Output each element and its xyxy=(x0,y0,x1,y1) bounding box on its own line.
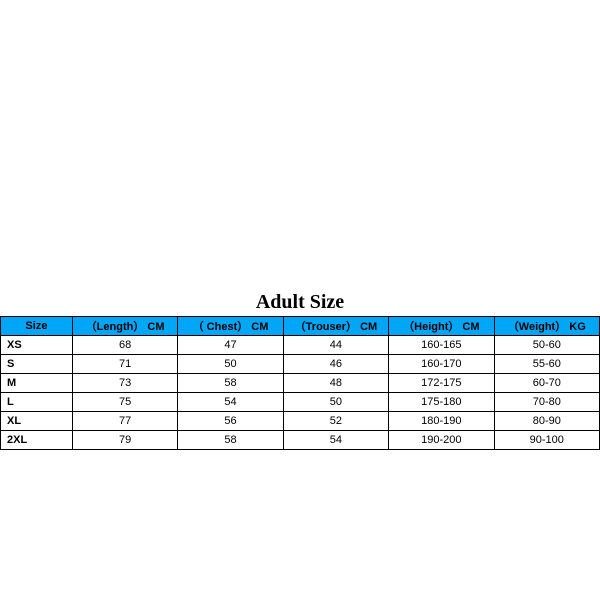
cell-size: 2XL xyxy=(1,430,73,449)
cell-length: 71 xyxy=(72,354,177,373)
cell-trouser: 50 xyxy=(283,392,388,411)
cell-height: 160-165 xyxy=(389,335,494,354)
cell-chest: 47 xyxy=(178,335,283,354)
cell-weight: 60-70 xyxy=(494,373,599,392)
cell-weight: 80-90 xyxy=(494,411,599,430)
cell-size: S xyxy=(1,354,73,373)
table-row: 2XL 79 58 54 190-200 90-100 xyxy=(1,430,600,449)
cell-size: XS xyxy=(1,335,73,354)
cell-weight: 70-80 xyxy=(494,392,599,411)
header-size: Size xyxy=(1,316,73,335)
cell-height: 190-200 xyxy=(389,430,494,449)
cell-length: 79 xyxy=(72,430,177,449)
table-row: L 75 54 50 175-180 70-80 xyxy=(1,392,600,411)
cell-length: 68 xyxy=(72,335,177,354)
table-row: XS 68 47 44 160-165 50-60 xyxy=(1,335,600,354)
cell-chest: 50 xyxy=(178,354,283,373)
size-table: Size （Length） CM （ Chest） CM （Trouser） C… xyxy=(0,316,600,450)
cell-chest: 56 xyxy=(178,411,283,430)
cell-trouser: 44 xyxy=(283,335,388,354)
cell-weight: 90-100 xyxy=(494,430,599,449)
cell-weight: 55-60 xyxy=(494,354,599,373)
header-trouser: （Trouser） CM xyxy=(283,316,388,335)
table-row: XL 77 56 52 180-190 80-90 xyxy=(1,411,600,430)
cell-trouser: 46 xyxy=(283,354,388,373)
cell-size: XL xyxy=(1,411,73,430)
header-weight: （Weight） KG xyxy=(494,316,599,335)
cell-size: M xyxy=(1,373,73,392)
cell-size: L xyxy=(1,392,73,411)
cell-trouser: 54 xyxy=(283,430,388,449)
chart-title: Adult Size xyxy=(0,291,600,314)
cell-length: 77 xyxy=(72,411,177,430)
cell-height: 180-190 xyxy=(389,411,494,430)
table-row: S 71 50 46 160-170 55-60 xyxy=(1,354,600,373)
cell-height: 160-170 xyxy=(389,354,494,373)
size-chart-container: Adult Size Size （Length） CM （ Chest） CM … xyxy=(0,151,600,450)
cell-length: 73 xyxy=(72,373,177,392)
header-height: （Height） CM xyxy=(389,316,494,335)
cell-height: 172-175 xyxy=(389,373,494,392)
cell-chest: 58 xyxy=(178,373,283,392)
cell-chest: 58 xyxy=(178,430,283,449)
cell-trouser: 48 xyxy=(283,373,388,392)
header-chest: （ Chest） CM xyxy=(178,316,283,335)
header-length: （Length） CM xyxy=(72,316,177,335)
cell-length: 75 xyxy=(72,392,177,411)
cell-trouser: 52 xyxy=(283,411,388,430)
table-header-row: Size （Length） CM （ Chest） CM （Trouser） C… xyxy=(1,316,600,335)
cell-chest: 54 xyxy=(178,392,283,411)
cell-weight: 50-60 xyxy=(494,335,599,354)
table-row: M 73 58 48 172-175 60-70 xyxy=(1,373,600,392)
cell-height: 175-180 xyxy=(389,392,494,411)
